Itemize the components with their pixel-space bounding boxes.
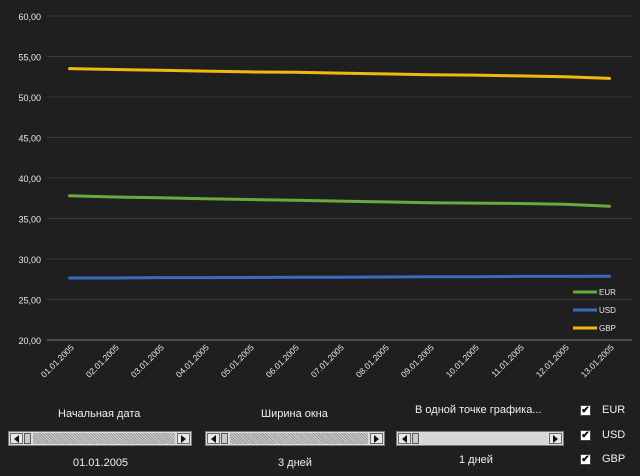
y-tick-label: 50,00 xyxy=(18,93,41,103)
arrow-right-icon xyxy=(181,435,186,443)
window-width-value: 3 дней xyxy=(278,457,312,469)
y-tick-label: 40,00 xyxy=(18,174,41,184)
checkbox-box[interactable]: ✔ xyxy=(580,405,591,416)
scroll-right-button[interactable] xyxy=(177,433,190,444)
scrollbar-thumb[interactable] xyxy=(412,433,419,444)
x-tick-label: 05.01.2005 xyxy=(219,342,256,379)
x-tick-label: 03.01.2005 xyxy=(129,342,166,379)
checkmark-icon: ✔ xyxy=(581,405,590,416)
x-tick-label: 10.01.2005 xyxy=(444,342,481,379)
x-tick-label: 09.01.2005 xyxy=(399,342,436,379)
x-tick-label: 06.01.2005 xyxy=(264,342,301,379)
checkbox-label: USD xyxy=(602,429,626,441)
checkbox-box[interactable]: ✔ xyxy=(580,430,591,441)
x-tick-label: 04.01.2005 xyxy=(174,342,211,379)
scrollbar-track[interactable] xyxy=(421,433,547,444)
scroll-left-button[interactable] xyxy=(398,433,411,444)
exchange-rate-chart: 20,00 25,00 30,00 35,00 40,00 45,00 50,00 55,00… xyxy=(18,12,632,379)
point-step-scrollbar[interactable] xyxy=(396,431,564,446)
x-tick-label: 01.01.2005 xyxy=(39,342,76,379)
x-tick-label: 08.01.2005 xyxy=(354,342,391,379)
scroll-left-button[interactable] xyxy=(207,433,220,444)
arrow-right-icon xyxy=(553,435,558,443)
scrollbar-track[interactable] xyxy=(33,433,175,444)
scrollbar-thumb[interactable] xyxy=(221,433,228,444)
checkbox-label: GBP xyxy=(602,453,626,465)
arrow-left-icon xyxy=(211,435,216,443)
scroll-right-button[interactable] xyxy=(549,433,562,444)
arrow-left-icon xyxy=(14,435,19,443)
arrow-left-icon xyxy=(402,435,407,443)
y-tick-label: 45,00 xyxy=(18,134,41,144)
x-tick-label: 12.01.2005 xyxy=(534,342,571,379)
x-tick-label: 02.01.2005 xyxy=(84,342,121,379)
scrollbar-track[interactable] xyxy=(230,433,368,444)
legend-label: USD xyxy=(599,306,616,315)
x-tick-label: 07.01.2005 xyxy=(309,342,346,379)
start-date-value: 01.01.2005 xyxy=(73,457,129,469)
y-tick-label: 55,00 xyxy=(18,53,41,63)
point-step-value: 1 дней xyxy=(459,454,493,466)
checkmark-icon: ✔ xyxy=(581,454,590,465)
y-tick-label: 25,00 xyxy=(18,296,41,306)
y-tick-label: 20,00 xyxy=(18,336,41,346)
legend-label: GBP xyxy=(599,324,616,333)
point-step-label: В одной точке графика... xyxy=(415,404,542,416)
legend-label: EUR xyxy=(599,288,616,297)
start-date-scrollbar[interactable] xyxy=(8,431,192,446)
checkbox-label: EUR xyxy=(602,404,626,416)
series-line-usd xyxy=(68,274,611,280)
series-line-gbp xyxy=(68,67,611,80)
checkmark-icon: ✔ xyxy=(581,430,590,441)
x-tick-label: 11.01.2005 xyxy=(489,342,526,379)
window-width-scrollbar[interactable] xyxy=(205,431,385,446)
window-width-label: Ширина окна xyxy=(261,408,328,420)
y-tick-label: 30,00 xyxy=(18,255,41,265)
scroll-left-button[interactable] xyxy=(10,433,23,444)
scrollbar-thumb[interactable] xyxy=(24,433,31,444)
y-tick-label: 60,00 xyxy=(18,12,41,22)
y-tick-label: 35,00 xyxy=(18,215,41,225)
start-date-label: Начальная дата xyxy=(58,408,141,420)
scroll-right-button[interactable] xyxy=(370,433,383,444)
arrow-right-icon xyxy=(374,435,379,443)
series-line-eur xyxy=(68,194,611,208)
checkbox-box[interactable]: ✔ xyxy=(580,454,591,465)
x-tick-label: 13.01.2005 xyxy=(579,342,616,379)
